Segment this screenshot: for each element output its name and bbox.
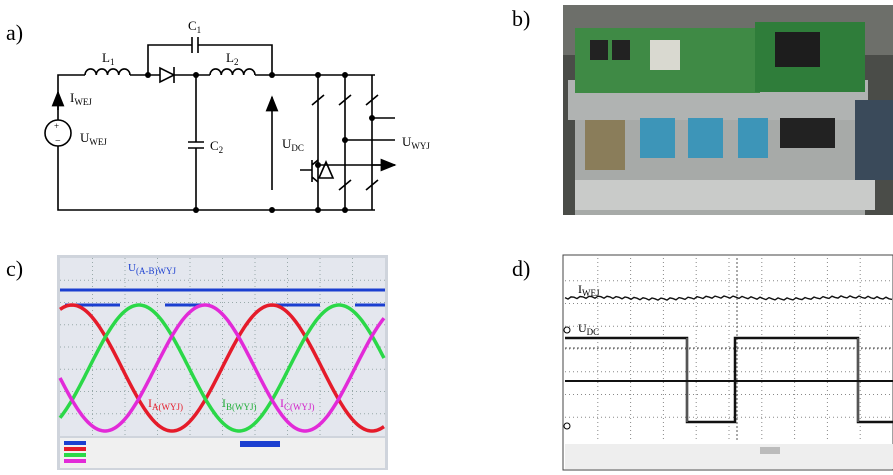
label: C1 <box>188 18 201 35</box>
text: DC <box>291 143 304 153</box>
text: (A-B)WYJ <box>136 266 176 276</box>
text: C(WYJ) <box>284 402 315 412</box>
circuit: +− L1 C1 L2 C2 IWEJ UWEJ UDC UWYJ <box>45 18 430 213</box>
text: B(WYJ) <box>226 402 257 412</box>
photo <box>563 5 893 215</box>
panel-label: c) <box>6 256 23 281</box>
text: C <box>188 18 197 33</box>
text: 2 <box>234 57 239 67</box>
text: WEJ <box>582 288 600 298</box>
svg-text:+: + <box>54 121 59 131</box>
panel-label: a) <box>6 20 23 45</box>
text: L <box>102 50 110 65</box>
panel-label: b) <box>512 6 530 31</box>
text: 2 <box>219 145 224 155</box>
label: UDC <box>282 136 304 153</box>
figure: a) b) c) d) +− L1 C1 L2 C2 IWEJ UWEJ UDC… <box>0 0 893 475</box>
svg-text:−: − <box>55 136 61 147</box>
label: L1 <box>102 50 114 67</box>
oscilloscope: IWEJ UDC <box>563 255 893 470</box>
label: UWYJ <box>402 134 430 151</box>
panel-label: d) <box>512 256 530 281</box>
label: IWEJ <box>70 90 92 107</box>
text: 1 <box>197 25 202 35</box>
text: WYJ <box>411 141 430 151</box>
text: U <box>128 262 136 274</box>
text: A(WYJ) <box>152 402 183 412</box>
text: C <box>210 138 219 153</box>
text: WEJ <box>89 137 107 147</box>
text: WEJ <box>74 97 92 107</box>
label: UWEJ <box>80 130 107 147</box>
text: U <box>578 321 587 335</box>
text: L <box>226 50 234 65</box>
label: L2 <box>226 50 238 67</box>
text: DC <box>587 327 600 337</box>
text: 1 <box>110 57 115 67</box>
oscilloscope: U(A-B)WYJ IA(WYJ) IB(WYJ) IC(WYJ) <box>57 255 388 470</box>
label: C2 <box>210 138 223 155</box>
